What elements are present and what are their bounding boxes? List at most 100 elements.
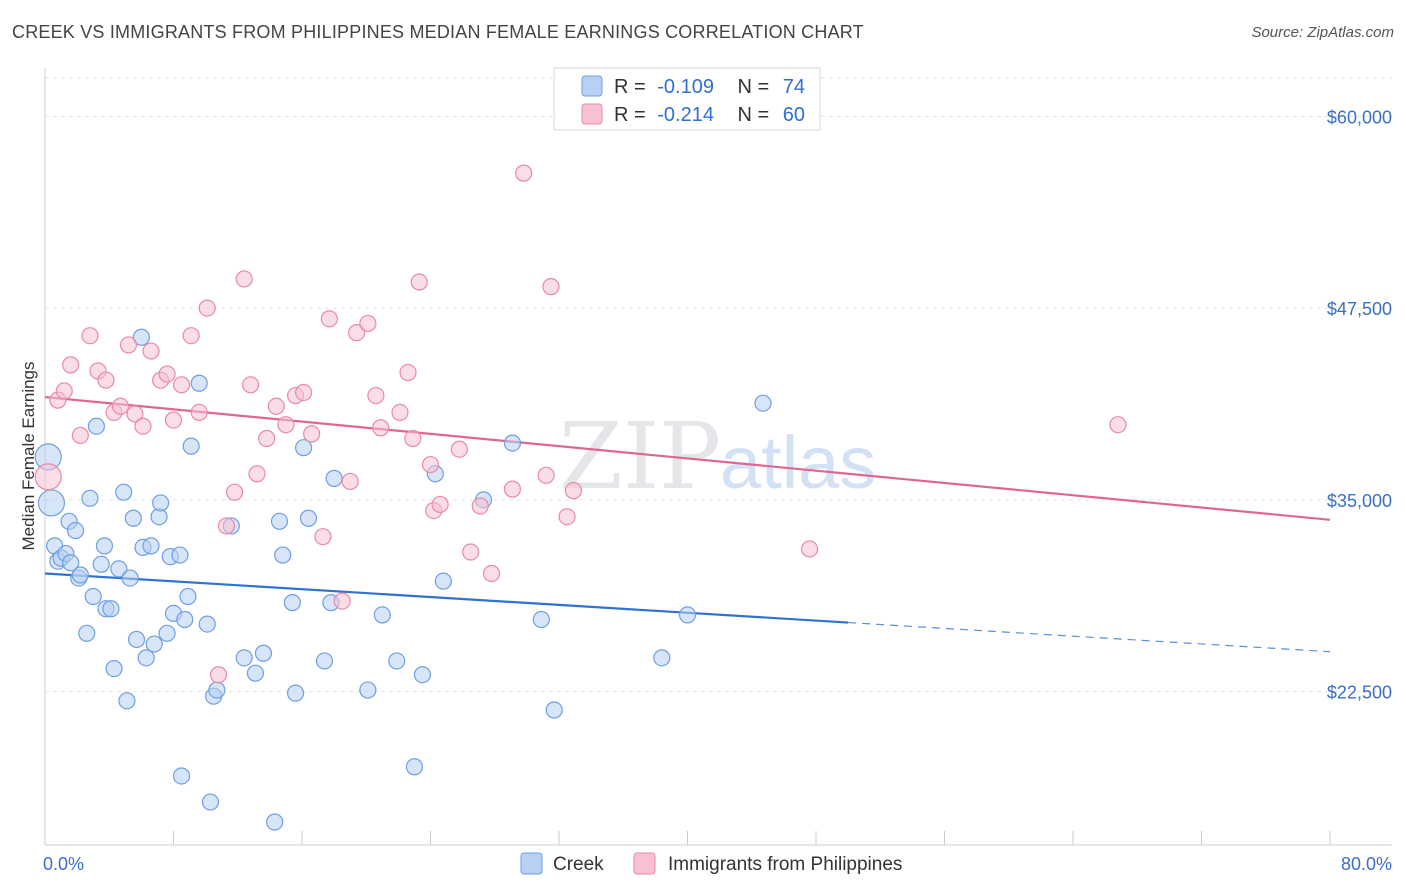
philippines-point [462, 543, 480, 561]
philippines-point [314, 528, 332, 546]
philippines-point [172, 376, 191, 394]
philippines-point [134, 417, 152, 435]
philippines-point [341, 472, 359, 491]
philippines-point [97, 371, 115, 389]
philippines-point [81, 327, 99, 345]
philippines-point [119, 336, 138, 354]
philippines-n-label: N = [738, 104, 770, 126]
trendlines [44, 395, 1331, 653]
philippines-swatch [581, 103, 603, 125]
watermark-atlas: atlas [720, 421, 876, 504]
philippines-point [158, 365, 176, 383]
philippines-point [198, 299, 216, 317]
creek-n-label: N = [738, 76, 770, 98]
creek-point [66, 521, 85, 540]
creek-point [62, 554, 80, 572]
creek-r-value: -0.109 [657, 76, 714, 98]
creek-point [132, 328, 150, 346]
y-tick-label: $60,000 [1327, 107, 1392, 127]
stats-legend-row-creek: R = -0.109 N = 74 [581, 75, 805, 98]
creek-point [84, 587, 102, 606]
creek-point [373, 606, 391, 624]
philippines-point [421, 455, 440, 474]
philippines-point [190, 403, 208, 422]
creek-point [754, 394, 772, 412]
watermark: ZIP atlas [559, 403, 876, 510]
creek-point [359, 681, 377, 699]
philippines-point [482, 564, 501, 583]
creek-r-label: R = [614, 76, 646, 98]
creek-point [678, 606, 697, 624]
creek-point [405, 758, 424, 776]
creek-trendline [44, 572, 849, 624]
philippines-point [359, 314, 377, 333]
creek-point [266, 813, 284, 831]
creek-point [190, 374, 208, 392]
y-tick-label: $47,500 [1327, 299, 1392, 319]
creek-point [413, 666, 432, 684]
creek-point [235, 649, 253, 667]
y-tick-label: $22,500 [1327, 683, 1392, 703]
source-note: Source: ZipAtlas.com [1251, 24, 1394, 41]
philippines-n-value: 60 [783, 104, 805, 126]
philippines-point [537, 466, 555, 484]
philippines-point [372, 419, 390, 437]
creek-point [246, 664, 265, 682]
philippines-point [515, 164, 533, 182]
svg-text:R = -0.109 N =: R = -0.109 N = 74 [614, 76, 805, 98]
creek-point [201, 793, 220, 811]
creek-point [142, 537, 160, 555]
philippines-point [348, 324, 366, 342]
creek-point [315, 652, 334, 670]
philippines-point [295, 383, 313, 402]
creek-point [532, 610, 550, 629]
philippines-point [111, 397, 130, 415]
creek-point [198, 615, 216, 633]
svg-text:R = -0.214 N =: R = -0.214 N = 60 [614, 104, 805, 126]
creek-points [34, 328, 772, 831]
philippines-point [277, 416, 295, 434]
philippines-point [217, 517, 236, 535]
creek-point [121, 569, 139, 587]
philippines-point [55, 382, 73, 400]
creek-point [295, 439, 313, 457]
philippines-point [320, 310, 338, 328]
y-axis-title: Median Female Earnings [19, 362, 38, 551]
philippines-trendline [44, 395, 1331, 521]
chart-title: CREEK VS IMMIGRANTS FROM PHILIPPINES MED… [12, 22, 864, 42]
philippines-point [248, 465, 266, 483]
creek-point [176, 610, 194, 629]
philippines-point [235, 270, 253, 288]
philippines-point [126, 405, 144, 423]
philippines-point [142, 342, 160, 360]
creek-point [37, 489, 66, 517]
creek-point [110, 560, 128, 578]
creek-point [102, 600, 120, 618]
creek-point [179, 587, 197, 606]
philippines-point [71, 426, 89, 445]
x-tick-label-min: 0.0% [43, 854, 84, 874]
creek-point [299, 509, 318, 527]
philippines-point [404, 429, 422, 448]
philippines-point [333, 592, 351, 610]
philippines-point [503, 480, 522, 498]
creek-swatch [581, 75, 603, 97]
philippines-point [367, 386, 385, 405]
philippines-point [800, 540, 819, 558]
philippines-point [450, 440, 469, 458]
philippines-point [258, 429, 276, 448]
creek-n-value: 74 [783, 76, 805, 98]
creek-point [152, 494, 170, 512]
creek-point [325, 469, 343, 487]
philippines-point [164, 411, 183, 429]
stats-legend: R = -0.109 N = 74 R = -0.214 N = 60 [553, 67, 821, 131]
creek-point [171, 546, 189, 564]
creek-point [274, 546, 292, 564]
philippines-point [267, 397, 285, 415]
creek-point [137, 649, 155, 667]
philippines-point [242, 376, 260, 394]
creek-point [503, 434, 522, 452]
philippines-points [34, 164, 1127, 684]
creek-point [286, 684, 305, 702]
creek-point [283, 594, 301, 612]
